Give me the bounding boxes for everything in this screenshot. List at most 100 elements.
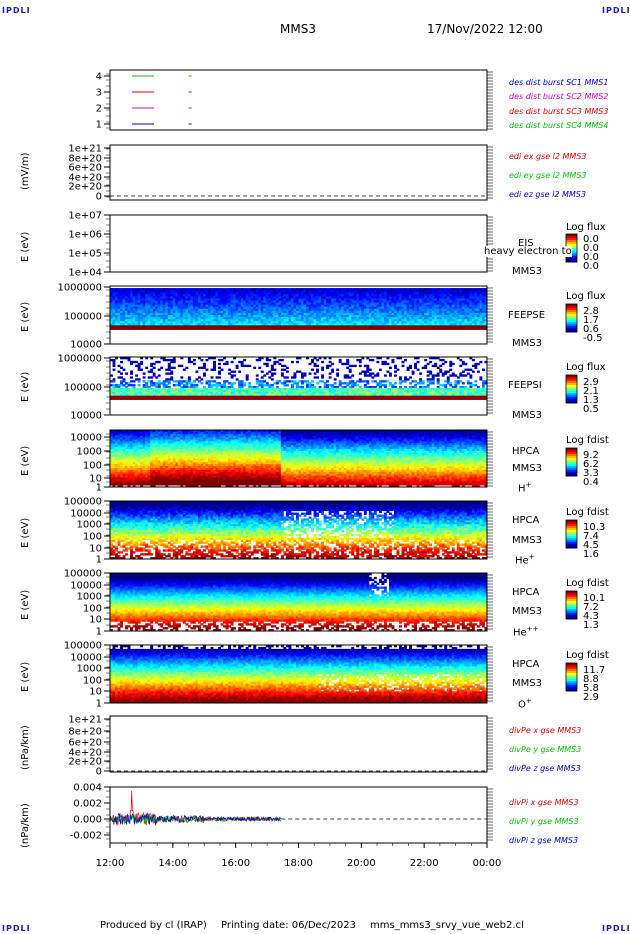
colorbar-swatch xyxy=(566,320,577,323)
ytick-label-hpca-he2: 10 xyxy=(89,615,102,626)
colorbar-swatch xyxy=(566,536,577,539)
cb-val-hpca-he-1: 7.4 xyxy=(583,531,599,542)
ytick-label-hpca-he2: 100 xyxy=(83,604,102,615)
colorbar-swatch xyxy=(566,528,577,531)
cb-val-eis-2: 0.0 xyxy=(583,252,599,263)
colorbar-frame-hpca-h xyxy=(565,447,578,477)
footer-printing-date: Printing date: 06/Dec/2023 xyxy=(221,920,356,931)
label-hpca-h-sc: MMS3 xyxy=(512,463,542,474)
label-feepsi: FEEPSI xyxy=(508,380,542,391)
colorbar-swatch xyxy=(566,593,577,596)
colorbar-swatch xyxy=(566,464,577,467)
ytick-label-feepsi: 100000 xyxy=(64,383,102,394)
ytick-label-burst: 3 xyxy=(96,88,102,99)
cb-val-feepsi-3: 0.5 xyxy=(583,404,599,415)
panel-frame-divpi xyxy=(109,786,488,844)
colorbar-swatch xyxy=(566,260,577,263)
ytick-label-hpca-o: 1000 xyxy=(77,664,102,675)
colorbar-swatch xyxy=(566,603,577,606)
legend-edi-ez: edi ez gse l2 MMS3 xyxy=(509,190,586,199)
label-hpca-he: HPCA xyxy=(512,515,539,526)
colorbar-swatch xyxy=(566,532,577,535)
colorbar-swatch xyxy=(566,466,577,469)
spectrogram-hpca-o xyxy=(110,645,488,704)
cb-val-feepse-0: 2.8 xyxy=(583,306,599,317)
ytick-label-divpe: 6e+20 xyxy=(68,738,102,749)
colorbar-swatch xyxy=(566,468,577,471)
colorbar-swatch xyxy=(566,383,577,386)
ytick-label-hpca-h: 1000 xyxy=(77,447,102,458)
ytick-label-hpca-h: 10 xyxy=(89,474,102,485)
colorbar-swatch xyxy=(566,540,577,543)
ytick-label-hpca-o: 10 xyxy=(89,687,102,698)
ylabel-feepsi: E (eV) xyxy=(20,372,31,402)
cb-val-hpca-he-0: 10.3 xyxy=(583,522,605,533)
legend-divpe-z: divPe z gse MMS3 xyxy=(509,764,581,773)
ytick-label-divpi: 0.004 xyxy=(73,783,102,794)
footer-script-name: mms_mms3_srvy_vue_web2.cl xyxy=(370,920,524,931)
ylabel-edi: (mV/m) xyxy=(20,153,31,191)
colorbar-swatch xyxy=(566,328,577,331)
panel-frame-eis xyxy=(109,214,488,273)
cb-val-hpca-he2-3: 1.3 xyxy=(583,620,599,631)
ytick-label-feepse: 10000 xyxy=(70,340,102,351)
colorbar-swatch xyxy=(566,395,577,398)
colorbar-swatch xyxy=(566,685,577,688)
label-hpca-he-sc: MMS3 xyxy=(512,535,542,546)
ylabel-hpca-h: E (eV) xyxy=(20,446,31,476)
ytick-label-edi: 4e+20 xyxy=(68,173,102,184)
label-feepsi-sc: MMS3 xyxy=(512,410,542,421)
xtick-label: 22:00 xyxy=(410,858,439,869)
cb-title-eis: Log flux xyxy=(566,222,606,233)
colorbar-swatch xyxy=(566,663,577,666)
colorbar-swatch xyxy=(566,538,577,541)
ytick-label-eis: 1e+05 xyxy=(68,249,102,260)
cb-val-hpca-h-0: 9.2 xyxy=(583,450,599,461)
ytick-label-burst: 1 xyxy=(96,120,102,131)
panel-frame-divpe xyxy=(109,715,488,773)
ytick-label-hpca-he: 10000 xyxy=(70,509,102,520)
cb-val-hpca-o-0: 11.7 xyxy=(583,665,605,676)
ytick-label-divpe: 0 xyxy=(96,767,102,778)
colorbar-swatch xyxy=(566,520,577,523)
cb-val-hpca-he2-2: 4.3 xyxy=(583,611,599,622)
ytick-label-hpca-h: 1 xyxy=(96,483,102,494)
legend-burst-mms2: des dist burst SC2 MMS2 xyxy=(509,92,608,101)
spacecraft-title: MMS3 xyxy=(280,22,316,36)
corner-label-bottom-left: IPDLI xyxy=(2,924,31,933)
ytick-label-divpi: 0.002 xyxy=(73,799,102,810)
colorbar-swatch xyxy=(566,534,577,537)
colorbar-swatch xyxy=(566,389,577,392)
label-hpca-o-sc: MMS3 xyxy=(512,678,542,689)
ylabel-hpca-o: E (eV) xyxy=(20,662,31,692)
colorbar-swatch xyxy=(566,595,577,598)
colorbar-swatch xyxy=(566,454,577,457)
colorbar-swatch xyxy=(566,601,577,604)
colorbar-frame-hpca-o xyxy=(565,662,578,692)
spectrogram-feepse xyxy=(110,288,488,330)
ytick-label-burst: 2 xyxy=(96,104,102,115)
colorbar-swatch xyxy=(566,450,577,453)
cb-val-hpca-he2-0: 10.1 xyxy=(583,593,605,604)
ytick-label-divpi: 0.000 xyxy=(73,815,102,826)
ylabel-hpca-he2: E (eV) xyxy=(20,590,31,620)
corner-label-bottom-right: IPDLI xyxy=(602,924,630,933)
cb-val-eis-0: 0.0 xyxy=(583,234,599,245)
ytick-label-hpca-he2: 100000 xyxy=(64,569,102,580)
ylabel-divpi: (nPa/km) xyxy=(20,803,31,848)
xtick-label: 18:00 xyxy=(284,858,313,869)
colorbar-swatch xyxy=(566,452,577,455)
ytick-label-hpca-he: 100000 xyxy=(64,497,102,508)
ytick-label-feepsi: 10000 xyxy=(70,411,102,422)
legend-burst-mms3: des dist burst SC3 MMS3 xyxy=(509,107,608,116)
colorbar-swatch xyxy=(566,397,577,400)
colorbar-swatch xyxy=(566,385,577,388)
colorbar-swatch xyxy=(566,607,577,610)
spectrogram-hpca-h xyxy=(110,430,488,488)
colorbar-swatch xyxy=(566,611,577,614)
cb-val-hpca-h-2: 3.3 xyxy=(583,468,599,479)
colorbar-swatch xyxy=(566,544,577,547)
label-hpca-he2-ion: He++ xyxy=(513,625,538,638)
colorbar-swatch xyxy=(566,613,577,616)
